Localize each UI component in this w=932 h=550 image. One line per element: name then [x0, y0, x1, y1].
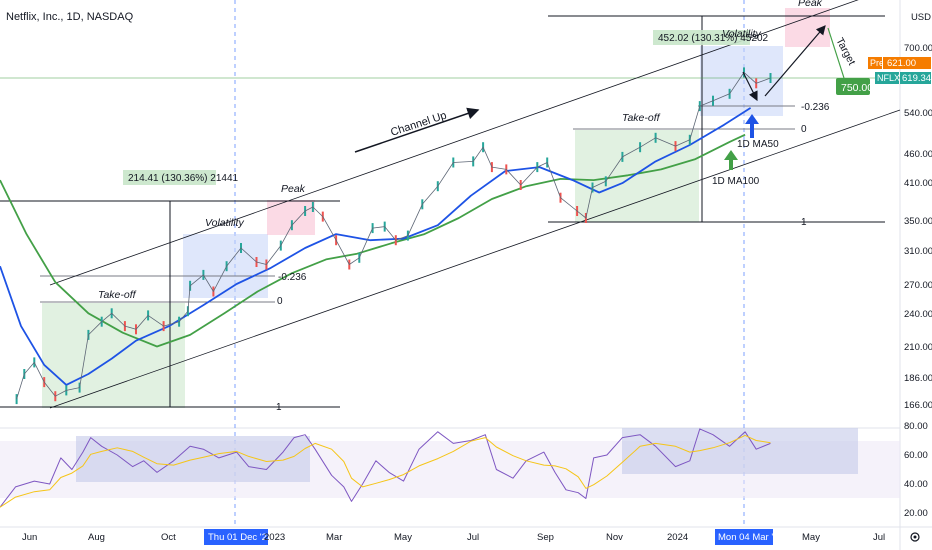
channel-up-arrow — [354, 107, 480, 153]
rsi-tick: 80.00 — [904, 421, 928, 432]
ma50-arrow-icon — [745, 114, 759, 138]
time-tick: May — [802, 532, 820, 543]
range-label-1: 214.41 (130.36%) 21441 — [128, 173, 239, 184]
pre-tag-label-bg — [868, 57, 882, 69]
time-cursor-label-1: Thu 01 Dec '22 — [208, 532, 272, 543]
pre-tag-bg — [883, 57, 931, 69]
rsi-line — [0, 428, 771, 508]
time-tick: Jul — [873, 532, 885, 543]
range-label-2: 452.02 (130.31%) 45202 — [658, 33, 769, 44]
fib-236-label-2: -0.236 — [801, 102, 830, 113]
take-off-label-1: Take-off — [98, 289, 137, 301]
rsi-zone-2 — [622, 428, 858, 474]
volatility-label-2: Volatility — [722, 28, 761, 40]
symbol-tag-bg — [875, 72, 899, 84]
time-tick: 2024 — [667, 532, 688, 543]
rsi-tick: 20.00 — [904, 508, 928, 519]
price-tick: 210.00 — [904, 342, 932, 353]
ma100-label: 1D MA100 — [712, 176, 760, 187]
fib-1-label-1: 1 — [276, 402, 282, 413]
pre-price-value: 621.00 — [887, 58, 916, 69]
channel-upper-line — [49, 0, 859, 286]
take-off-zone-2 — [575, 130, 699, 222]
time-cursor-label-2: Mon 04 Mar '24 — [718, 532, 784, 543]
time-tick: Aug — [88, 532, 105, 543]
target-line — [827, 27, 845, 79]
rsi-tick: 60.00 — [904, 450, 928, 461]
time-tick: Jun — [22, 532, 37, 543]
time-tick: Oct — [161, 532, 176, 543]
channel-up-label: Channel Up — [389, 109, 448, 138]
chart-title: Netflix, Inc., 1D, NASDAQ — [6, 11, 134, 23]
price-tick: 350.00 — [904, 216, 932, 227]
time-tick: 2023 — [264, 532, 285, 543]
peak-label-1: Peak — [281, 183, 306, 195]
time-tick: Nov — [606, 532, 623, 543]
time-tick: Sep — [537, 532, 554, 543]
last-price-bg — [900, 72, 931, 84]
time-cursor-box-2 — [715, 529, 773, 545]
time-tick: May — [394, 532, 412, 543]
price-tick: 270.00 — [904, 280, 932, 291]
time-cursor-box-1 — [204, 529, 268, 545]
time-tick: Mar — [326, 532, 342, 543]
channel-lower-line — [49, 109, 901, 409]
last-price-value: 619.34 — [902, 73, 931, 84]
time-tick: Jul — [467, 532, 479, 543]
price-tick: 700.00 — [904, 43, 932, 54]
ma50-label: 1D MA50 — [737, 139, 779, 150]
fib-0-label-1: 0 — [277, 296, 283, 307]
price-tick: 186.00 — [904, 373, 932, 384]
price-tick: 166.00 — [904, 400, 932, 411]
symbol-tag: NFLX — [877, 73, 900, 83]
volatility-label-1: Volatility — [205, 217, 244, 229]
fib-0-label-2: 0 — [801, 124, 807, 135]
currency-label: USD — [911, 12, 931, 23]
pre-tag-label: Pre — [870, 58, 884, 68]
target-label: Target — [833, 36, 857, 67]
range-label-box-2 — [653, 30, 750, 45]
rsi-tick: 40.00 — [904, 479, 928, 490]
peak-label-2: Peak — [798, 0, 823, 9]
projection-up-arrow — [764, 25, 826, 97]
rsi-signal-line — [0, 434, 771, 508]
ma100-line — [0, 133, 746, 348]
price-tick: 240.00 — [904, 309, 932, 320]
range-label-box-1 — [123, 170, 216, 185]
volatility-zone-1 — [183, 234, 268, 298]
price-line — [16, 72, 771, 400]
projection-pullback-arrow — [742, 71, 758, 102]
gear-icon[interactable] — [910, 532, 920, 542]
price-tick: 460.00 — [904, 149, 932, 160]
target-price-value: 750.00 — [841, 82, 873, 94]
take-off-label-2: Take-off — [622, 112, 661, 124]
fib-1-label-2: 1 — [801, 217, 807, 228]
price-tick: 310.00 — [904, 246, 932, 257]
target-tag-bg — [836, 78, 870, 95]
price-tick: 540.00 — [904, 108, 932, 119]
ma50-line — [0, 107, 752, 386]
price-tick: 410.00 — [904, 178, 932, 189]
ma100-arrow-icon — [724, 150, 738, 170]
fib-236-label-1: -0.236 — [278, 272, 307, 283]
